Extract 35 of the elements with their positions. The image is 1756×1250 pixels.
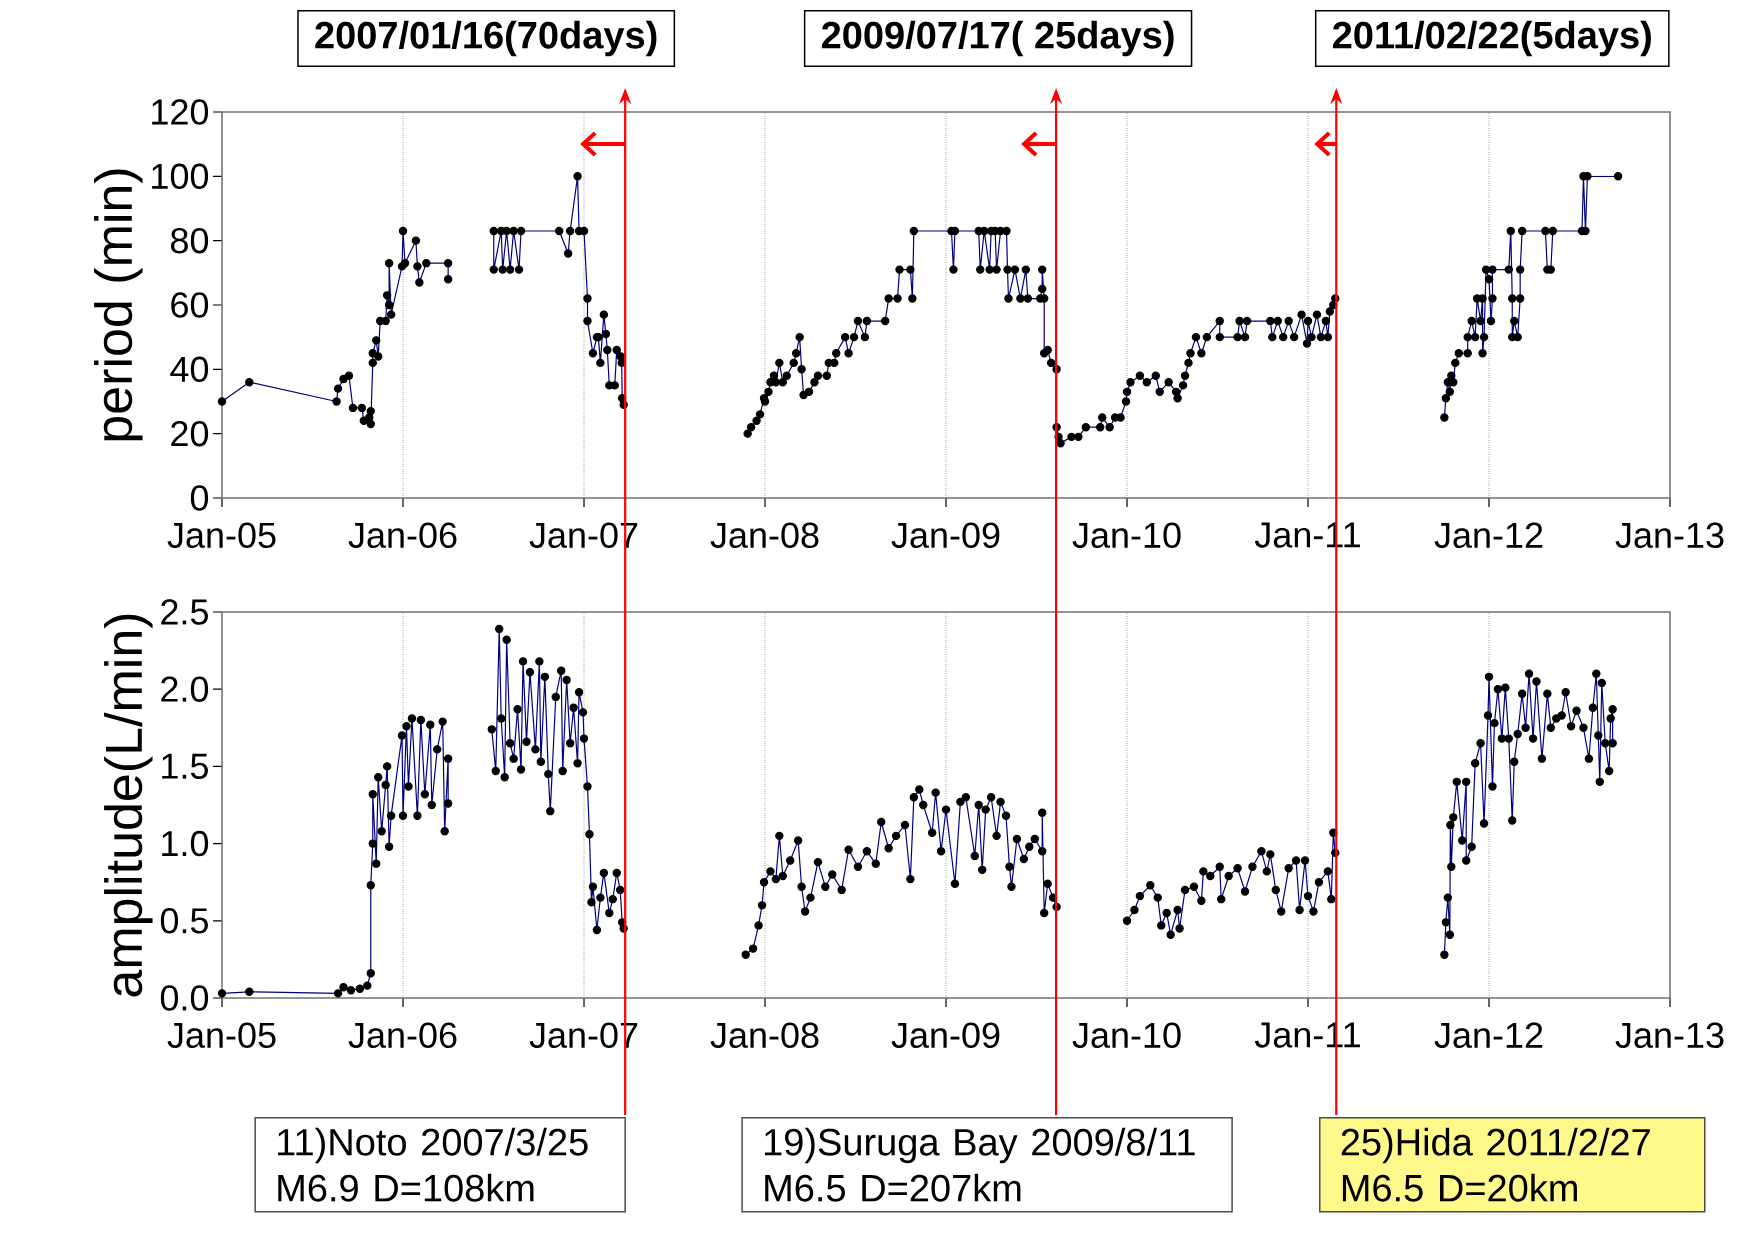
x-tick-label: Jan-13 [1615, 1022, 1724, 1048]
x-tick-label: Jan-05 [167, 1022, 276, 1048]
y-tick-label: 60 [171, 292, 209, 318]
text: 2009/07/17( 25days) [821, 20, 1174, 57]
y-axis-title: amplitude(L/min) [104, 614, 153, 997]
y-tick-label: 100 [152, 163, 209, 190]
y-tick-label: 2.0 [161, 676, 209, 702]
x-tick-label: Jan-08 [710, 522, 819, 548]
ref-line-label: 11)Noto 2007/3/25 M6.9 D=108km [278, 1127, 588, 1202]
text: 2007/01/16(70days) [315, 20, 657, 57]
y-tick-label: 2.5 [161, 599, 208, 625]
y-tick-label: 0 [190, 485, 209, 511]
x-tick-label: Jan-10 [1072, 522, 1181, 548]
x-tick-label: Jan-08 [710, 1022, 819, 1048]
y-tick-label: 0.5 [160, 908, 208, 934]
y-tick-label: 120 [152, 99, 209, 125]
y-tick-label: 20 [171, 420, 209, 447]
ref-line-label: 25)Hida 2011/2/27 M6.5 D=20km [1341, 1127, 1650, 1202]
y-tick-label: 40 [170, 356, 209, 383]
y-axis-title: period (min) [94, 169, 143, 441]
x-tick-label: Jan-09 [891, 1022, 1000, 1048]
y-tick-label: 0.0 [160, 985, 209, 1011]
y-tick-label: 1.5 [162, 753, 208, 779]
x-tick-label: Jan-05 [167, 522, 276, 548]
ref-line-label: 19)Suruga Bay 2009/8/11 M6.5 D=207km [765, 1127, 1195, 1202]
x-tick-label: Jan-12 [1434, 1022, 1543, 1048]
x-tick-label: Jan-06 [348, 522, 457, 548]
x-tick-label: Jan-12 [1434, 522, 1543, 548]
y-tick-label: 80 [171, 227, 209, 254]
y-tick-label: 1.0 [162, 830, 209, 857]
x-tick-label: Jan-09 [891, 522, 1000, 548]
text: 2011/02/22(5days) [1333, 20, 1651, 57]
x-tick-label: Jan-10 [1072, 1022, 1181, 1048]
x-tick-label: Jan-06 [348, 1022, 457, 1048]
x-tick-label: Jan-13 [1615, 522, 1724, 548]
